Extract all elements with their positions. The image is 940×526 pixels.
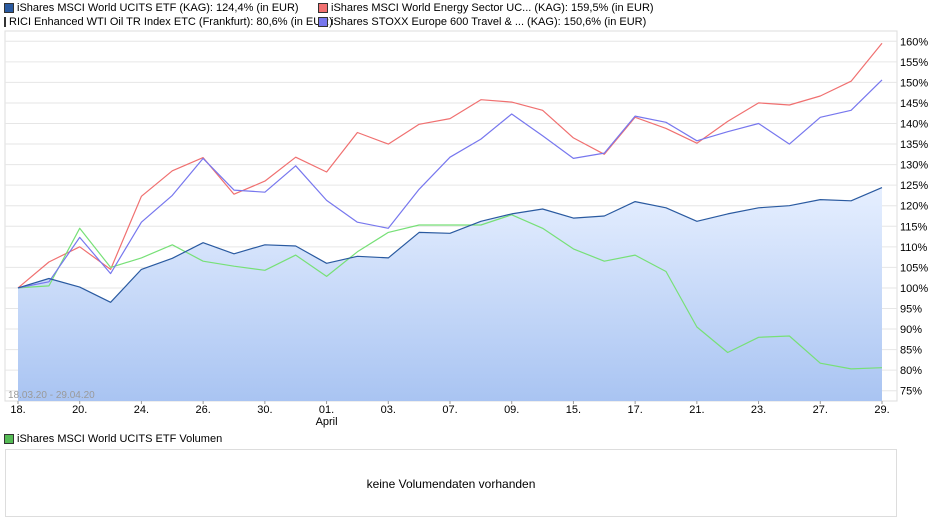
series-line xyxy=(17,42,883,289)
legend-entry-energy: iShares MSCI World Energy Sector UC... (… xyxy=(318,1,654,15)
legend-swatch xyxy=(4,17,6,27)
area-fill-msci-world xyxy=(18,187,882,401)
x-tick-sublabel: April xyxy=(316,416,338,428)
chart-legend: iShares MSCI World UCITS ETF (KAG): 124,… xyxy=(4,1,936,29)
y-tick-label: 130% xyxy=(900,160,928,172)
y-tick-label: 160% xyxy=(900,36,928,48)
y-tick-label: 100% xyxy=(900,283,928,295)
legend-entry-oil: RICI Enhanced WTI Oil TR Index ETC (Fran… xyxy=(4,15,333,29)
volume-panel: keine Volumendaten vorhanden xyxy=(5,449,897,517)
legend-row-1: iShares MSCI World UCITS ETF (KAG): 124,… xyxy=(4,1,936,15)
x-tick-label: 26. xyxy=(195,404,210,416)
legend-entry-travel: iShares STOXX Europe 600 Travel & ... (K… xyxy=(318,15,646,29)
y-tick-label: 125% xyxy=(900,180,928,192)
y-tick-label: 85% xyxy=(900,345,922,357)
legend-swatch xyxy=(4,3,14,13)
legend-label: RICI Enhanced WTI Oil TR Index ETC (Fran… xyxy=(9,16,333,28)
x-tick-label: 24. xyxy=(134,404,149,416)
y-tick-label: 155% xyxy=(900,57,928,69)
x-tick-label: 29. xyxy=(874,404,889,416)
legend-entry-msci-world: iShares MSCI World UCITS ETF (KAG): 124,… xyxy=(4,1,318,15)
legend-row-2: RICI Enhanced WTI Oil TR Index ETC (Fran… xyxy=(4,15,936,29)
x-tick-label: 09. xyxy=(504,404,519,416)
volume-legend-swatch xyxy=(4,434,14,444)
price-chart: 80% 85% 90% 95% 100% 105% 110% 115% 120% 125% 130%… xyxy=(4,30,928,428)
y-tick-label: 140% xyxy=(900,119,928,131)
volume-empty-message: keine Volumendaten vorhanden xyxy=(366,477,536,491)
series-line xyxy=(17,187,883,303)
y-tick-label: 105% xyxy=(900,262,928,274)
x-tick-label: 27. xyxy=(813,404,828,416)
x-tick-label: 30. xyxy=(257,404,272,416)
series-line xyxy=(17,79,883,289)
x-axis-ticks: 18. 20. 24. 26. 30. 01.April 03. 07. 09. 15. 17. 21… xyxy=(10,401,890,428)
legend-swatch xyxy=(318,17,328,27)
x-tick-label: 23. xyxy=(751,404,766,416)
x-tick-label: 17. xyxy=(627,404,642,416)
legend-label: iShares STOXX Europe 600 Travel & ... (K… xyxy=(331,16,647,28)
x-tick-label: 01. xyxy=(319,404,334,416)
x-tick-label: 20. xyxy=(72,404,87,416)
y-tick-label: 135% xyxy=(900,139,928,151)
x-tick-label: 07. xyxy=(442,404,457,416)
legend-swatch xyxy=(318,3,328,13)
legend-label: iShares MSCI World UCITS ETF (KAG): 124,… xyxy=(17,2,299,14)
x-tick-label: 21. xyxy=(689,404,704,416)
volume-legend-label: iShares MSCI World UCITS ETF Volumen xyxy=(17,433,223,445)
x-tick-label: 03. xyxy=(381,404,396,416)
series-line xyxy=(17,214,883,370)
date-range-label: 18.03.20 - 29.04.20 xyxy=(8,390,95,401)
y-tick-label: 75% xyxy=(900,386,922,398)
y-tick-label: 120% xyxy=(900,201,928,213)
y-tick-label: 110% xyxy=(900,242,928,254)
y-tick-label: 150% xyxy=(900,77,928,89)
series-lines xyxy=(17,42,883,370)
legend-label: iShares MSCI World Energy Sector UC... (… xyxy=(331,2,654,14)
y-tick-label: 145% xyxy=(900,98,928,110)
y-axis-ticks: 80% 85% 90% 95% 100% 105% 110% 115% 120% 125% 130%… xyxy=(900,36,928,397)
y-tick-label: 95% xyxy=(900,304,922,316)
y-tick-label: 115% xyxy=(900,221,928,233)
x-tick-label: 15. xyxy=(566,404,581,416)
y-tick-label: 90% xyxy=(900,324,922,336)
y-tick-label: 80% xyxy=(900,365,922,377)
volume-legend: iShares MSCI World UCITS ETF Volumen xyxy=(4,433,222,445)
x-tick-label: 18. xyxy=(10,404,25,416)
